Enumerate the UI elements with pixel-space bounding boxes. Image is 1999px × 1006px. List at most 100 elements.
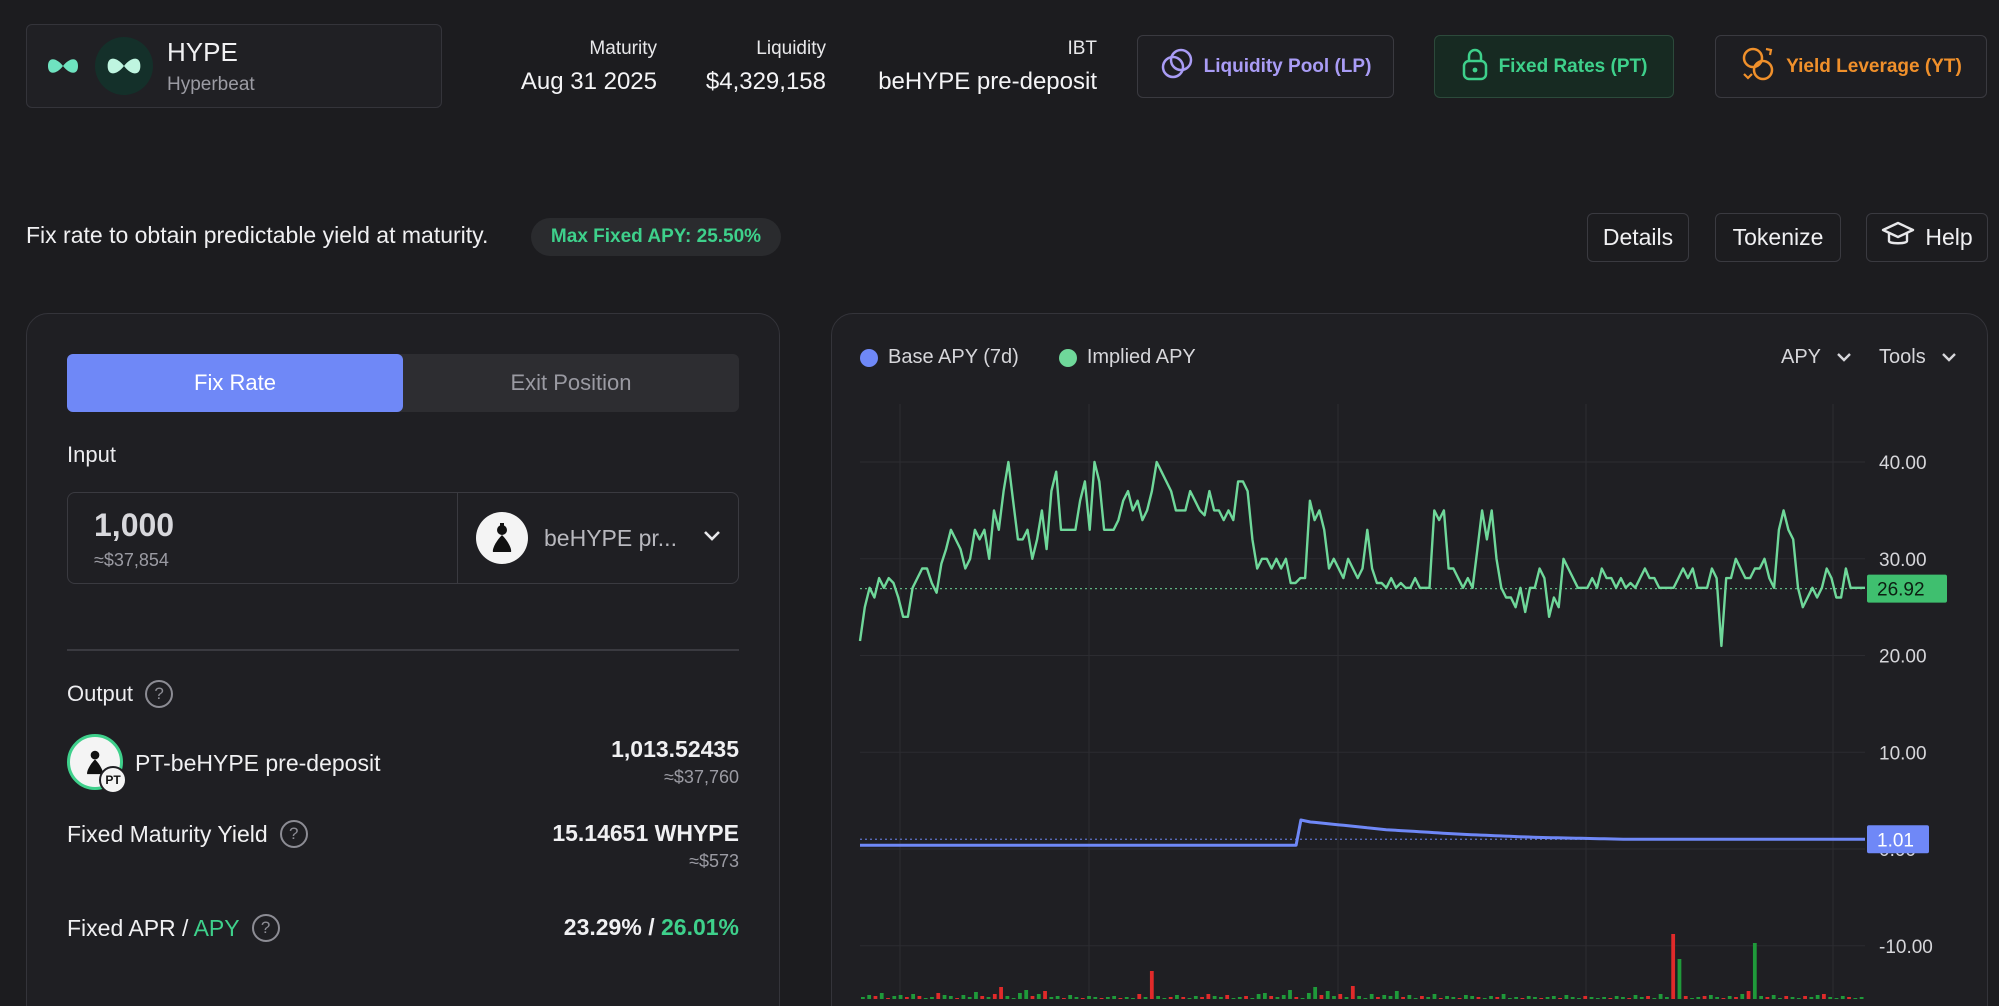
volume-bar [1690, 998, 1694, 999]
volume-bar [1495, 997, 1500, 999]
liquidity-pool-label: Liquidity Pool (LP) [1203, 55, 1372, 77]
fixed-apr-label: Fixed APR / [67, 914, 194, 941]
volume-bar [1828, 997, 1833, 999]
volume-bar [1300, 998, 1305, 999]
volume-bar [1545, 997, 1550, 999]
apy-chart-panel: 40.0030.0020.0010.000.00-10.0026.921.01 … [831, 313, 1988, 1006]
volume-bar [1809, 997, 1814, 999]
volume-bar [1394, 991, 1399, 999]
volume-bar [1407, 995, 1412, 999]
lock-icon [1461, 47, 1489, 87]
amount-input[interactable]: 1,000 ≈$37,854 [68, 493, 458, 583]
volume-bar [1319, 995, 1324, 999]
volume-bar [1746, 991, 1751, 999]
volume-bar [1244, 996, 1248, 999]
yield-leverage-button[interactable]: Yield Leverage (YT) [1715, 35, 1987, 98]
volume-bar [1614, 996, 1619, 999]
pt-amount-usd: ≈$37,760 [664, 767, 739, 787]
amount-value[interactable]: 1,000 [94, 507, 175, 543]
pt-amount: 1,013.52435 [611, 736, 739, 762]
volume-bar [1143, 997, 1148, 999]
volume-bar [1193, 996, 1198, 999]
volume-bar [1011, 998, 1016, 999]
volume-bar [1388, 996, 1393, 999]
volume-bar [1489, 996, 1493, 999]
max-apy-badge: Max Fixed APY: 25.50% [531, 218, 781, 256]
volume-bar [1734, 997, 1738, 999]
tab-exit-position[interactable]: Exit Position [510, 370, 632, 395]
asset-card[interactable]: HYPE Hyperbeat [26, 24, 442, 108]
volume-bar [1288, 990, 1292, 999]
help-button[interactable]: Help [1866, 213, 1988, 262]
maturity-label: Maturity [589, 38, 657, 59]
ibt-value: beHYPE pre-deposit [878, 68, 1097, 95]
metric-dropdown[interactable]: APY [1781, 346, 1853, 369]
fixed-apy-value: 26.01% [660, 914, 739, 940]
volume-bar [1376, 997, 1380, 999]
maturity-value: Aug 31 2025 [520, 68, 657, 95]
volume-bar [1269, 996, 1274, 999]
tab-fix-rate[interactable]: Fix Rate [67, 354, 403, 412]
fixed-apr-value: 23.29% / [563, 914, 661, 940]
last-value-badge [1867, 574, 1947, 603]
input-box: 1,000 ≈$37,854 beHYPE pr... [67, 492, 739, 584]
volume-bar [1294, 997, 1299, 999]
tools-dropdown[interactable]: Tools [1879, 346, 1958, 369]
y-tick-label: -10.00 [1879, 937, 1933, 958]
volume-bar [867, 995, 872, 999]
help-question-icon[interactable]: ? [251, 914, 280, 942]
volume-bar [1206, 994, 1211, 999]
help-question-icon[interactable]: ? [279, 820, 308, 848]
apy-label: APY [193, 914, 240, 941]
chevron-down-icon [1940, 346, 1958, 369]
fixed-yield-label: Fixed Maturity Yield [67, 820, 268, 847]
volume-bar [1583, 996, 1588, 999]
y-tick-label: 30.00 [1879, 550, 1927, 571]
volume-bar [1627, 998, 1632, 999]
volume-bar [1445, 996, 1449, 999]
implied-apy-line [858, 460, 1865, 648]
volume-bar [1539, 998, 1544, 999]
volume-bar [892, 996, 897, 999]
volume-bar [999, 987, 1003, 999]
volume-bar [1457, 998, 1462, 999]
volume-bar [1043, 991, 1047, 999]
volume-bar [1520, 998, 1525, 999]
volume-bar [1256, 994, 1261, 999]
help-label: Help [1925, 224, 1973, 250]
hyperbeat-logo-icon [45, 48, 81, 84]
volume-bar [1338, 994, 1343, 999]
volume-bar [1533, 997, 1537, 999]
chevron-down-icon [702, 529, 722, 548]
volume-bar [1005, 996, 1010, 999]
mode-tabs: Fix Rate Exit Position [67, 354, 739, 412]
volume-bar [1570, 997, 1575, 999]
volume-bar [1112, 996, 1117, 999]
volume-bar [1658, 994, 1663, 999]
volume-bar [1621, 997, 1625, 999]
volume-bar [1608, 998, 1613, 999]
volume-bar [1332, 996, 1336, 999]
volume-bar [904, 997, 909, 999]
details-button[interactable]: Details [1587, 213, 1689, 262]
fixed-rates-button[interactable]: Fixed Rates (PT) [1434, 35, 1674, 98]
volume-bar [1237, 997, 1242, 999]
volume-bar [1281, 995, 1286, 999]
fixed-yield-value: 15.14651 WHYPE [552, 820, 739, 846]
volume-bar [898, 995, 903, 999]
liquidity-pool-button[interactable]: Liquidity Pool (LP) [1137, 35, 1394, 98]
legend-base-apy[interactable]: Base APY (7d) [860, 346, 1019, 369]
legend-implied-apy[interactable]: Implied APY [1058, 346, 1196, 369]
volume-bar [917, 996, 922, 999]
token-select[interactable]: beHYPE pr... [458, 493, 738, 583]
tokenize-button[interactable]: Tokenize [1715, 213, 1841, 262]
volume-bar [1765, 997, 1770, 999]
help-question-icon[interactable]: ? [145, 680, 174, 708]
volume-bar [1438, 998, 1443, 999]
page-tagline: Fix rate to obtain predictable yield at … [26, 222, 489, 248]
volume-bar [1859, 997, 1864, 999]
volume-bar [1847, 997, 1851, 999]
base-apy-line [860, 818, 1865, 847]
volume-bar [1156, 996, 1160, 999]
